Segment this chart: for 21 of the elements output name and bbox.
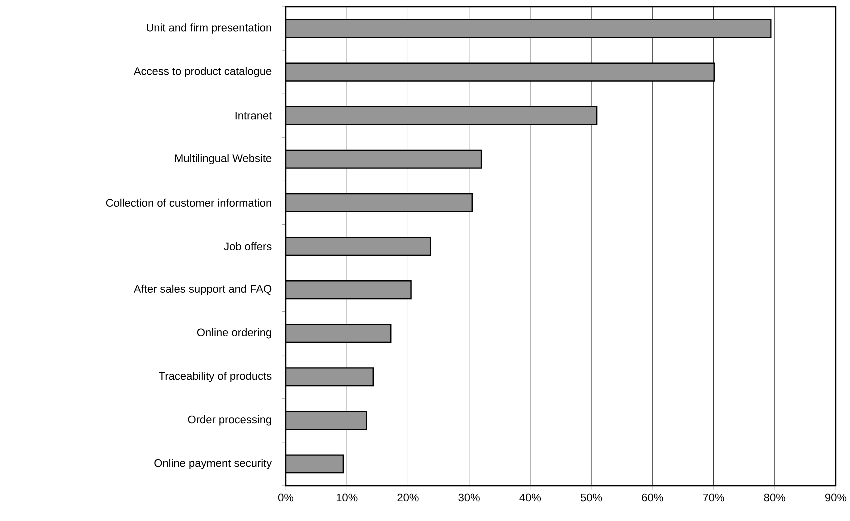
- y-tick-label: Unit and firm presentation: [147, 24, 272, 34]
- y-tick-label: Access to product catalogue: [134, 67, 272, 78]
- x-tick-label: 60%: [642, 494, 664, 502]
- y-tick-label: Online ordering: [197, 328, 272, 339]
- x-tick-label: 30%: [458, 494, 480, 502]
- y-tick-label: Multilingual Website: [175, 154, 272, 165]
- x-tick-label: 50%: [580, 494, 602, 502]
- y-tick-label: Job offers: [224, 242, 272, 251]
- x-tick-label: 90%: [826, 494, 847, 502]
- x-tick-label: 80%: [764, 494, 786, 502]
- y-tick-label: Intranet: [236, 112, 272, 120]
- y-tick-label: Collection of customer information: [106, 198, 272, 207]
- x-tick-label: 0%: [278, 494, 294, 502]
- y-tick-label: Online payment security: [154, 459, 272, 470]
- x-tick-label: 10%: [336, 494, 358, 502]
- x-tick-label: 20%: [398, 494, 419, 502]
- x-tick-label: 40%: [520, 494, 542, 502]
- y-tick-label: After sales support and FAQ: [134, 284, 272, 296]
- y-tick-label: Order processing: [188, 416, 272, 426]
- x-tick-label: 70%: [703, 494, 724, 502]
- y-tick-label: Traceability of products: [159, 372, 272, 382]
